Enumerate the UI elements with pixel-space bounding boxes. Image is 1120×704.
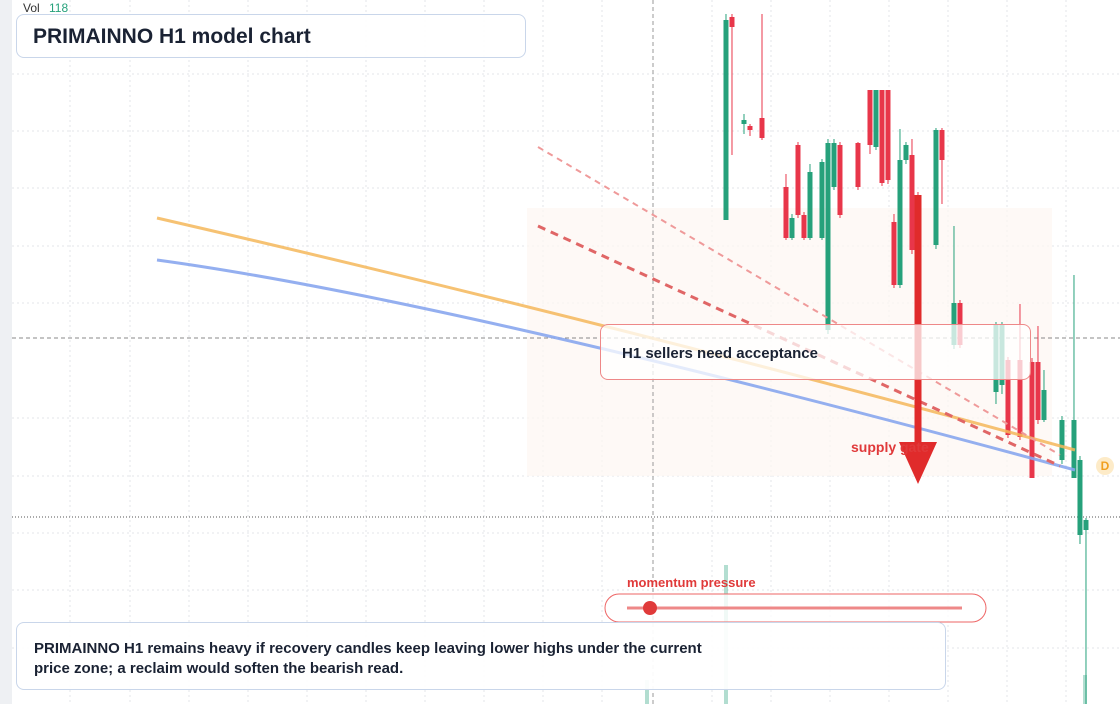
candle-body <box>885 90 891 180</box>
candle-body <box>807 172 813 238</box>
candle-body <box>855 143 861 187</box>
candle-body <box>903 145 909 160</box>
trend-line-upper <box>537 146 1061 456</box>
candle-body <box>867 90 873 145</box>
candle-body <box>747 126 753 130</box>
candle-body <box>741 120 747 124</box>
momentum-label: momentum pressure <box>627 575 756 590</box>
candle-body <box>897 160 903 285</box>
candle-body <box>837 145 843 215</box>
vol-label: Vol <box>23 1 40 15</box>
callout-box: H1 sellers need acceptance <box>600 324 1031 380</box>
candle-body <box>783 187 789 238</box>
candle-body <box>723 20 729 220</box>
summary: PRIMAINNO H1 remains heavy if recovery c… <box>34 640 702 677</box>
zone-label: supply gate <box>851 439 929 455</box>
candle-body <box>1029 362 1035 478</box>
candle-body <box>1041 390 1047 420</box>
callout: H1 sellers need acceptance <box>622 345 818 362</box>
left-strip <box>0 0 12 704</box>
summary-box: PRIMAINNO H1 remains heavy if recovery c… <box>16 622 946 690</box>
arrow-head <box>899 442 937 484</box>
candle-body <box>789 218 795 238</box>
candle-body <box>1083 520 1089 530</box>
candle-body <box>1005 360 1011 435</box>
candle-body <box>759 118 765 138</box>
candle-body <box>1059 420 1065 460</box>
blue-average <box>156 258 1076 472</box>
candle-body <box>873 90 879 147</box>
marker-bg <box>1096 457 1114 475</box>
candle-body <box>933 130 939 245</box>
momentum-knob <box>643 601 657 615</box>
candle-body <box>819 162 825 238</box>
candle-body <box>825 143 831 330</box>
candle-body <box>831 143 837 187</box>
candle-body <box>939 130 945 160</box>
candles <box>723 14 1089 704</box>
vol-value: 118 <box>49 1 68 15</box>
candle-body <box>795 145 801 215</box>
candle-body <box>891 222 897 285</box>
candle-body <box>1077 460 1083 535</box>
marker-label: D <box>1101 459 1110 473</box>
candle-body <box>729 17 735 27</box>
candle-body <box>909 155 915 250</box>
candle-body <box>1035 362 1041 420</box>
candle-body <box>1017 360 1023 437</box>
title-box: PRIMAINNO H1 model chart <box>16 14 526 58</box>
candle-body <box>801 215 807 238</box>
title: PRIMAINNO H1 model chart <box>33 25 311 48</box>
candle-body <box>879 90 885 183</box>
